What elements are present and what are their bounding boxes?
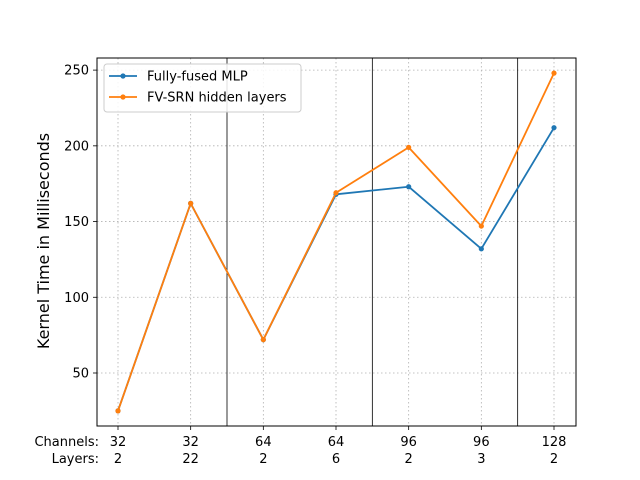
y-tick-label: 50 bbox=[72, 366, 89, 381]
x-tick-label-channels: 128 bbox=[542, 435, 567, 450]
x-tick-label-layers: 3 bbox=[477, 452, 485, 467]
x-tick-label-channels: 96 bbox=[473, 435, 490, 450]
x-tick-label-layers: 22 bbox=[182, 452, 199, 467]
data-point bbox=[551, 70, 557, 76]
legend-swatch-marker bbox=[120, 73, 126, 79]
group-separators bbox=[226, 58, 519, 426]
x-tick-label-layers: 2 bbox=[405, 452, 413, 467]
x-tick-label-channels: 64 bbox=[328, 435, 345, 450]
x-tick-label-layers: 6 bbox=[332, 452, 340, 467]
y-tick-label: 200 bbox=[64, 139, 89, 154]
legend-swatch-marker bbox=[120, 94, 126, 100]
y-tick-label: 150 bbox=[64, 215, 89, 230]
legend-item: FV-SRN hidden layers bbox=[109, 91, 287, 106]
x-tick-label-channels: 32 bbox=[110, 435, 127, 450]
data-point bbox=[333, 190, 339, 196]
data-point bbox=[406, 144, 412, 150]
series-2 bbox=[115, 70, 557, 414]
x-tick-label-channels: 96 bbox=[400, 435, 417, 450]
legend-item: Fully-fused MLP bbox=[109, 70, 248, 85]
data-point bbox=[115, 408, 121, 414]
data-point bbox=[478, 223, 484, 229]
grid bbox=[97, 58, 576, 426]
y-tick-label: 250 bbox=[64, 64, 89, 79]
x-tick-label-layers: 2 bbox=[550, 452, 558, 467]
series-layer bbox=[115, 70, 557, 414]
legend: Fully-fused MLP FV-SRN hidden layers bbox=[103, 63, 302, 113]
data-point bbox=[188, 200, 194, 206]
data-point bbox=[478, 246, 484, 252]
x-row-label-channels: Channels: bbox=[34, 435, 99, 450]
y-axis-title: Kernel Time in Milliseconds bbox=[34, 133, 53, 349]
x-row-label-layers: Layers: bbox=[52, 452, 99, 467]
x-tick-label-channels: 64 bbox=[255, 435, 272, 450]
data-point bbox=[406, 184, 412, 190]
x-tick-label-channels: 32 bbox=[182, 435, 199, 450]
y-tick-label: 100 bbox=[64, 291, 89, 306]
legend-label: FV-SRN hidden layers bbox=[147, 91, 287, 106]
y-axis: 50 100 150 200 250 bbox=[64, 64, 97, 381]
x-axis: 32 2 32 22 64 2 64 6 96 2 96 3 128 2 Channels: Layers: bbox=[34, 426, 566, 467]
data-point bbox=[551, 125, 557, 131]
x-tick-label-layers: 2 bbox=[259, 452, 267, 467]
legend-label: Fully-fused MLP bbox=[147, 70, 248, 85]
data-point bbox=[260, 337, 266, 343]
plot-frame bbox=[96, 57, 577, 427]
x-tick-label-layers: 2 bbox=[114, 452, 122, 467]
legend-box bbox=[103, 63, 302, 113]
